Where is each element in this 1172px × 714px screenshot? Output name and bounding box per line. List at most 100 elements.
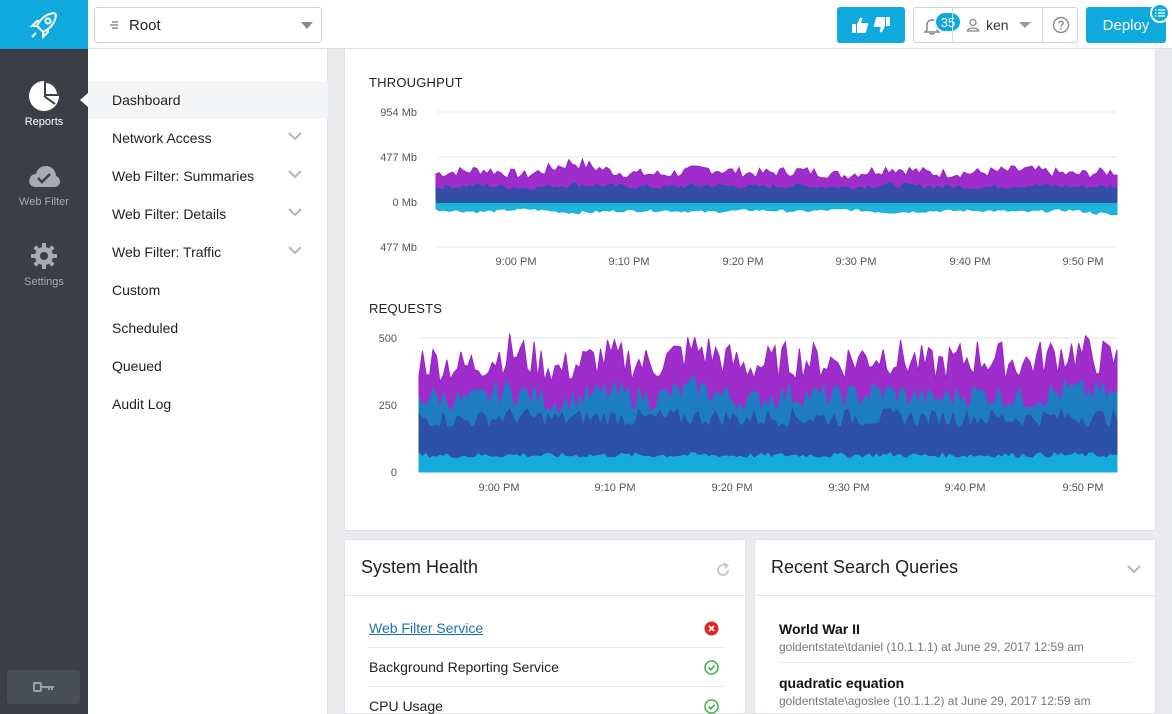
app-logo[interactable] <box>0 0 88 49</box>
x-tick-label: 9:50 PM <box>1063 482 1104 494</box>
y-tick-label: 500 <box>379 333 397 345</box>
nav-item-label: Network Access <box>112 130 212 146</box>
feedback-button[interactable] <box>837 7 905 43</box>
nav-item-web-filter-traffic[interactable]: Web Filter: Traffic <box>88 233 328 271</box>
health-row-background-reporting: Background Reporting Service <box>369 648 723 687</box>
root-selector-label: Root <box>129 16 161 34</box>
chevron-down-icon <box>288 170 302 179</box>
deploy-button[interactable]: Deploy <box>1086 3 1170 43</box>
list-icon[interactable] <box>1150 3 1170 23</box>
y-tick-label: 477 Mb <box>380 242 417 254</box>
search-query-item[interactable]: World War II goldentstate\tdaniel (10.1.… <box>779 621 1133 654</box>
health-row-link[interactable]: Web Filter Service <box>369 620 484 636</box>
x-tick-label: 9:20 PM <box>723 256 764 268</box>
nav-item-label: Queued <box>112 358 162 374</box>
thumbs-down-icon <box>873 17 890 33</box>
charts-canvas: 954 Mb 477 Mb 0 Mb 477 Mb 9:00 PM 9:10 PM 9:20… <box>379 107 1118 494</box>
nav-item-queued[interactable]: Queued <box>88 347 328 385</box>
main-rail: Reports Web Filter <box>0 0 88 714</box>
divider <box>779 662 1133 663</box>
check-circle-icon <box>704 660 719 675</box>
x-tick-label: 9:20 PM <box>712 482 753 494</box>
series-area <box>435 182 1118 203</box>
key-icon <box>32 682 54 692</box>
help-button[interactable] <box>1052 16 1070 39</box>
y-tick-label: 0 <box>391 467 397 479</box>
nav-item-audit-log[interactable]: Audit Log <box>88 385 328 423</box>
search-query-text: World War II <box>779 621 860 637</box>
nav-item-label: Dashboard <box>112 92 181 108</box>
thumbs-up-icon <box>852 17 869 33</box>
key-button[interactable] <box>7 670 80 704</box>
y-tick-label: 250 <box>379 400 397 412</box>
health-row-web-filter-service: Web Filter Service <box>369 609 723 648</box>
panel-title: System Health <box>361 557 479 577</box>
rail-item-label: Reports <box>24 116 64 128</box>
nav-item-label: Web Filter: Summaries <box>112 168 255 184</box>
nav-item-label: Scheduled <box>112 320 179 336</box>
search-query-meta: goldentstate\agoslee (10.1.1.2) at June … <box>779 694 1091 708</box>
health-row-label: Background Reporting Service <box>369 659 559 675</box>
nav-item-web-filter-details[interactable]: Web Filter: Details <box>88 195 328 233</box>
rail-item-web-filter[interactable]: Web Filter <box>0 158 88 208</box>
rail-item-settings[interactable]: Settings <box>0 238 88 288</box>
panel-header: System Health <box>345 540 745 596</box>
top-bar: Root 35 ken <box>88 0 1172 49</box>
rail-item-label: Web Filter <box>19 196 69 208</box>
deploy-label: Deploy <box>1102 16 1150 34</box>
x-tick-label: 9:00 PM <box>496 256 537 268</box>
chevron-down-icon <box>288 246 302 255</box>
rail-item-label: Settings <box>24 276 64 288</box>
divider <box>1042 8 1043 42</box>
notifications-button[interactable]: 35 <box>922 11 962 41</box>
chevron-down-icon <box>288 208 302 217</box>
x-tick-label: 9:10 PM <box>595 482 636 494</box>
x-tick-label: 9:00 PM <box>479 482 520 494</box>
health-row-label: CPU Usage <box>369 698 443 714</box>
cloud-check-icon <box>29 166 60 187</box>
system-health-panel: System Health Web Filter Service Backgro… <box>344 539 746 714</box>
root-selector[interactable]: Root <box>94 7 322 43</box>
x-tick-label: 9:40 PM <box>950 256 991 268</box>
requests-chart-title: REQUESTS <box>369 301 443 316</box>
reports-nav: Dashboard Network Access Web Filter: Sum… <box>80 49 328 714</box>
notification-badge: 35 <box>934 11 962 33</box>
x-tick-label: 9:50 PM <box>1063 256 1104 268</box>
gear-icon <box>31 243 57 269</box>
nav-item-label: Audit Log <box>112 396 172 412</box>
search-query-meta: goldentstate\tdaniel (10.1.1.1) at June … <box>779 640 1084 654</box>
search-query-item[interactable]: quadratic equation goldentstate\agoslee … <box>779 675 1133 708</box>
dashboard-charts-card: THROUGHPUT REQUESTS 954 Mb 477 Mb 0 Mb 477 … <box>344 49 1156 531</box>
divider <box>952 8 953 42</box>
nav-item-dashboard[interactable]: Dashboard <box>80 81 328 119</box>
nav-item-web-filter-summaries[interactable]: Web Filter: Summaries <box>88 157 328 195</box>
user-name: ken <box>986 17 1009 33</box>
user-icon <box>966 18 980 32</box>
active-pointer <box>80 93 88 107</box>
rocket-icon <box>29 11 58 39</box>
nav-item-label: Web Filter: Details <box>112 206 227 222</box>
nav-item-network-access[interactable]: Network Access <box>88 119 328 157</box>
chevron-down-icon[interactable] <box>1127 565 1141 574</box>
series-area <box>435 201 1118 216</box>
chevron-down-icon <box>1018 22 1031 28</box>
search-query-text: quadratic equation <box>779 675 905 691</box>
rail-item-reports[interactable]: Reports <box>0 78 88 128</box>
nav-item-custom[interactable]: Custom <box>88 271 328 309</box>
nav-item-label: Custom <box>112 282 161 298</box>
series-area <box>418 452 1118 473</box>
x-tick-label: 9:40 PM <box>945 482 986 494</box>
refresh-icon[interactable] <box>715 562 731 578</box>
x-tick-label: 9:30 PM <box>829 482 870 494</box>
nav-item-scheduled[interactable]: Scheduled <box>88 309 328 347</box>
x-tick-label: 9:30 PM <box>836 256 877 268</box>
check-circle-icon <box>704 699 719 714</box>
panel-title: Recent Search Queries <box>771 557 959 577</box>
chevron-down-icon <box>301 22 313 29</box>
nav-item-label: Web Filter: Traffic <box>112 244 222 260</box>
y-tick-label: 0 Mb <box>393 197 417 209</box>
pie-chart-icon <box>29 81 59 111</box>
error-icon <box>704 621 719 636</box>
y-tick-label: 954 Mb <box>380 107 417 119</box>
user-menu[interactable]: ken <box>966 8 1031 42</box>
